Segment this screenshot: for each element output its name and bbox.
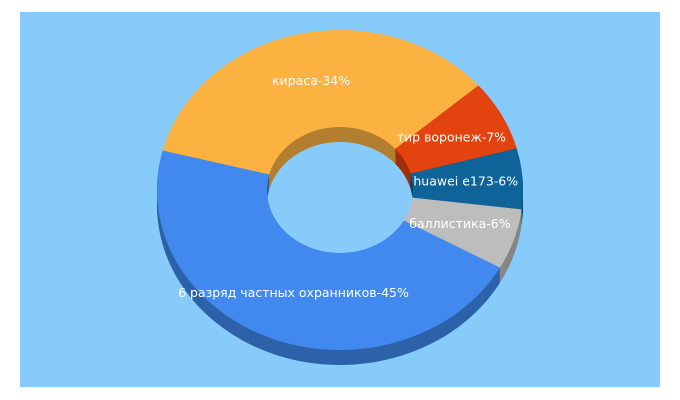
slice — [410, 148, 523, 210]
slice — [162, 30, 479, 175]
slice-label: баллистика-6% — [409, 216, 510, 231]
slice-label: кираса-34% — [272, 73, 350, 88]
slice-label: тир воронеж-7% — [397, 129, 506, 144]
slice — [395, 85, 517, 174]
slice-label: 6 разряд частных охранников-45% — [178, 285, 409, 300]
slice — [157, 150, 501, 351]
slice-label: huawei e173-6% — [413, 174, 518, 189]
slice — [403, 197, 522, 268]
